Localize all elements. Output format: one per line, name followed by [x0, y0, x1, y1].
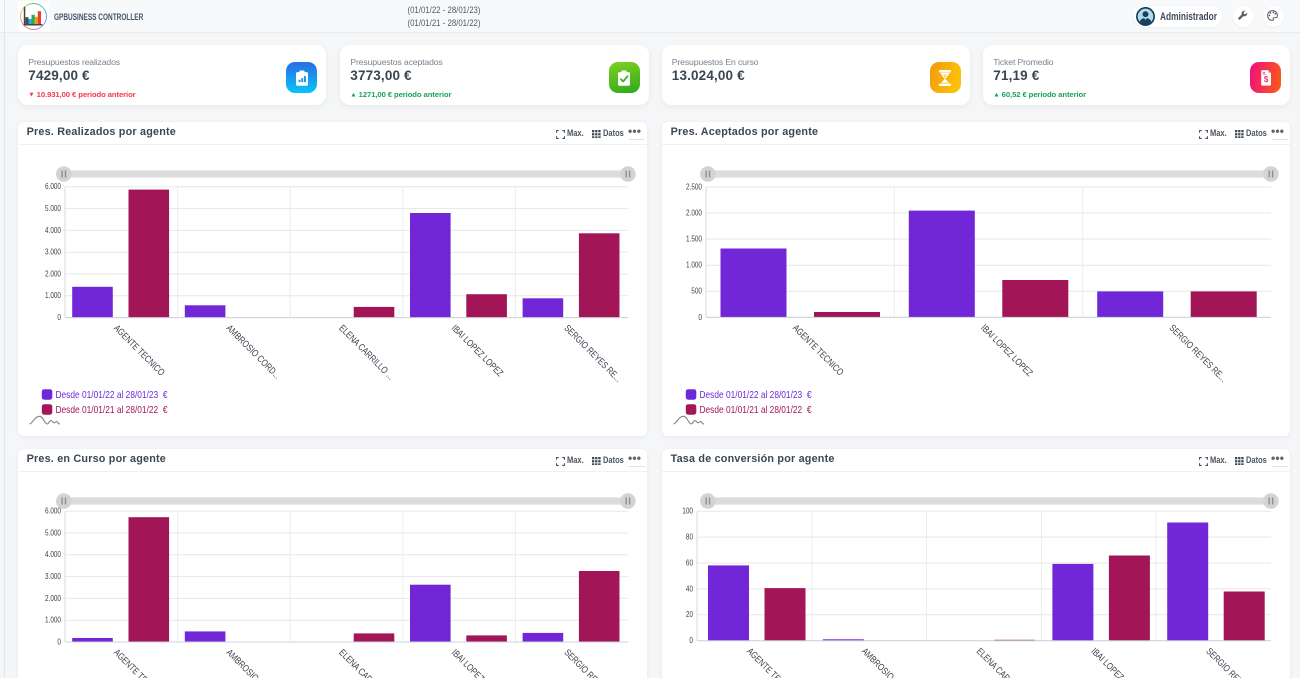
svg-text:6.000: 6.000: [45, 182, 61, 191]
svg-text:5.000: 5.000: [45, 528, 61, 537]
svg-text:0: 0: [57, 637, 61, 646]
svg-text:20: 20: [686, 610, 694, 619]
svg-text:SERGIO REYES RE...: SERGIO REYES RE...: [1203, 646, 1265, 678]
svg-text:6.000: 6.000: [45, 507, 61, 516]
svg-text:1.000: 1.000: [45, 616, 61, 625]
svg-text:40: 40: [686, 584, 694, 593]
svg-text:IBAI LOPEZ LOPEZ: IBAI LOPEZ LOPEZ: [1089, 646, 1145, 678]
svg-text:AGENTE TECNICO: AGENTE TECNICO: [111, 323, 166, 378]
svg-text:IBAI LOPEZ LOPEZ: IBAI LOPEZ LOPEZ: [449, 323, 505, 379]
svg-text:1.500: 1.500: [686, 235, 702, 244]
svg-text:SERGIO REYES RE...: SERGIO REYES RE...: [562, 323, 624, 385]
svg-text:AMBROSIO CORD...: AMBROSIO CORD...: [224, 323, 283, 382]
svg-text:AGENTE TECNICO: AGENTE TECNICO: [111, 647, 166, 678]
svg-text:AMBROSIO CORD...: AMBROSIO CORD...: [859, 646, 918, 678]
svg-text:2.000: 2.000: [45, 269, 61, 278]
svg-text:2.000: 2.000: [45, 594, 61, 603]
svg-text:ELENA CARRILLO ...: ELENA CARRILLO ...: [336, 647, 395, 678]
svg-text:2.000: 2.000: [686, 208, 702, 217]
svg-text:80: 80: [686, 533, 694, 542]
svg-text:500: 500: [691, 287, 702, 296]
svg-text:Desde 01/01/22 al 28/01/23 €: Desde 01/01/22 al 28/01/23 €: [700, 389, 812, 401]
svg-text:0: 0: [57, 313, 61, 322]
svg-text:3.000: 3.000: [45, 572, 61, 581]
svg-text:Desde 01/01/21 al 28/01/22 €: Desde 01/01/21 al 28/01/22 €: [700, 404, 812, 416]
svg-text:0: 0: [698, 313, 702, 322]
svg-text:1.000: 1.000: [45, 291, 61, 300]
svg-text:3.000: 3.000: [45, 248, 61, 257]
svg-text:ELENA CARRILLO ...: ELENA CARRILLO ...: [336, 323, 395, 382]
svg-text:1.000: 1.000: [686, 261, 702, 270]
svg-text:AMBROSIO CORD...: AMBROSIO CORD...: [224, 647, 283, 678]
svg-text:5.000: 5.000: [45, 204, 61, 213]
svg-text:IBAI LOPEZ LOPEZ: IBAI LOPEZ LOPEZ: [449, 647, 505, 678]
svg-text:4.000: 4.000: [45, 550, 61, 559]
svg-text:100: 100: [682, 507, 693, 516]
svg-text:Desde 01/01/22 al 28/01/23 €: Desde 01/01/22 al 28/01/23 €: [56, 389, 168, 401]
svg-text:AGENTE TECNICO: AGENTE TECNICO: [790, 323, 845, 378]
svg-text:AGENTE TECNICO: AGENTE TECNICO: [744, 646, 799, 678]
svg-text:SERGIO REYES RE...: SERGIO REYES RE...: [562, 647, 624, 678]
svg-text:ELENA CARRILLO ...: ELENA CARRILLO ...: [974, 646, 1033, 678]
svg-text:60: 60: [686, 558, 694, 567]
svg-text:4.000: 4.000: [45, 226, 61, 235]
svg-text:$: $: [1263, 74, 1268, 83]
svg-text:2.500: 2.500: [686, 182, 702, 191]
svg-text:IBAI LOPEZ LOPEZ: IBAI LOPEZ LOPEZ: [978, 323, 1034, 379]
svg-text:SERGIO REYES RE...: SERGIO REYES RE...: [1167, 323, 1229, 385]
svg-text:Desde 01/01/21 al 28/01/22 €: Desde 01/01/21 al 28/01/22 €: [56, 404, 168, 416]
svg-text:0: 0: [689, 636, 693, 645]
